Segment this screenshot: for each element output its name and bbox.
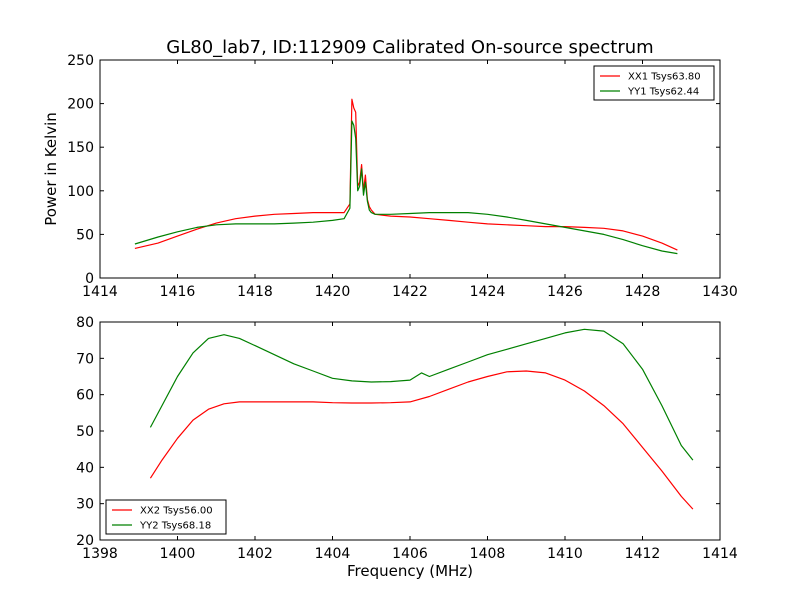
x-tick-label: 1422 [392,284,428,300]
x-tick-label: 1424 [470,284,506,300]
y-tick-label: 0 [85,271,94,287]
x-tick-label: 1416 [160,284,196,300]
x-tick-label: 1428 [625,284,661,300]
y-tick-label: 80 [76,315,94,331]
legend-label: XX1 Tsys63.80 [628,72,701,83]
x-tick-label: 1430 [702,284,738,300]
x-tick-label: 1408 [470,546,506,562]
series-line-green [134,120,678,255]
x-tick-label: 1410 [547,546,583,562]
x-tick-label: 1406 [392,546,428,562]
figure-title: GL80_lab7, ID:112909 Calibrated On-sourc… [166,37,653,58]
y-tick-label: 30 [76,497,94,513]
legend-label: YY2 Tsys68.18 [139,521,211,532]
x-tick-label: 1414 [82,284,118,300]
top-panel: 1414 1416 1418 1420 1422 1424 1426 1428 1430 0 50 1… [42,53,738,300]
x-tick-label: 1398 [82,546,118,562]
legend-label: YY1 Tsys62.44 [627,87,699,98]
legend: XX2 Tsys56.00 YY2 Tsys68.18 [105,499,227,535]
x-tick-label: 1418 [237,284,273,300]
y-tick-label: 60 [76,388,94,404]
y-tick-label: 70 [76,351,94,367]
y-tick-label: 40 [76,460,94,476]
legend-box [105,499,227,535]
y-axis-label: Power in Kelvin [42,112,60,226]
y-tick-label: 50 [76,227,94,243]
x-tick-label: 1412 [625,546,661,562]
legend: XX1 Tsys63.80 YY1 Tsys62.44 [593,65,715,101]
x-tick-label: 1400 [160,546,196,562]
series-line-red [149,370,694,510]
y-tick-label: 100 [67,184,94,200]
y-tick-label: 20 [76,533,94,549]
series-line-red [134,98,678,251]
y-tick-label: 200 [67,97,94,113]
x-tick-label: 1402 [237,546,273,562]
x-tick-label: 1420 [315,284,351,300]
series-line-green [149,328,694,461]
x-axis-label: Frequency (MHz) [347,562,473,580]
x-tick-label: 1426 [547,284,583,300]
x-tick-label: 1404 [315,546,351,562]
legend-label: XX2 Tsys56.00 [140,506,213,517]
y-tick-label: 250 [67,53,94,69]
bottom-panel: 1398 1400 1402 1404 1406 1408 1410 1412 1414 20 30… [76,315,738,580]
x-tick-label: 1414 [702,546,738,562]
y-tick-label: 50 [76,424,94,440]
legend-box [593,65,715,101]
y-tick-label: 150 [67,140,94,156]
